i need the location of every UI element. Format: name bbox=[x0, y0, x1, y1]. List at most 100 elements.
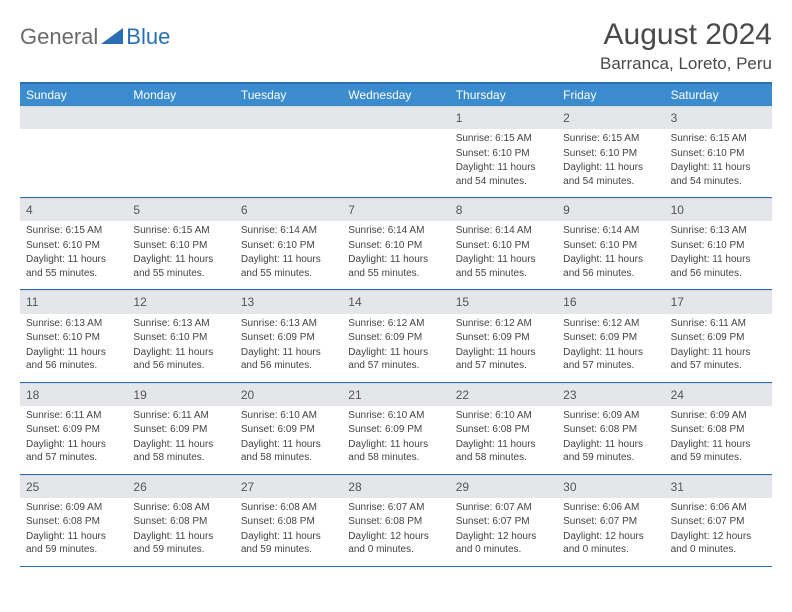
day-cell: 19Sunrise: 6:11 AMSunset: 6:09 PMDayligh… bbox=[127, 383, 234, 474]
daylight-line: Daylight: 11 hours and 54 minutes. bbox=[671, 161, 766, 188]
day-body: Sunrise: 6:15 AMSunset: 6:10 PMDaylight:… bbox=[665, 129, 772, 197]
daylight-line: Daylight: 11 hours and 59 minutes. bbox=[133, 530, 228, 557]
day-body: Sunrise: 6:09 AMSunset: 6:08 PMDaylight:… bbox=[20, 498, 127, 566]
sunset-line: Sunset: 6:10 PM bbox=[26, 239, 121, 253]
day-cell: 2Sunrise: 6:15 AMSunset: 6:10 PMDaylight… bbox=[557, 106, 664, 197]
sunrise-line: Sunrise: 6:14 AM bbox=[348, 224, 443, 238]
dow-cell: Tuesday bbox=[235, 84, 342, 106]
sunrise-line: Sunrise: 6:07 AM bbox=[348, 501, 443, 515]
day-number: 7 bbox=[342, 198, 449, 221]
daylight-line: Daylight: 11 hours and 55 minutes. bbox=[133, 253, 228, 280]
sunset-line: Sunset: 6:09 PM bbox=[133, 423, 228, 437]
dow-cell: Wednesday bbox=[342, 84, 449, 106]
sunset-line: Sunset: 6:10 PM bbox=[671, 239, 766, 253]
day-cell: 22Sunrise: 6:10 AMSunset: 6:08 PMDayligh… bbox=[450, 383, 557, 474]
day-cell: 5Sunrise: 6:15 AMSunset: 6:10 PMDaylight… bbox=[127, 198, 234, 289]
day-cell bbox=[20, 106, 127, 197]
day-cell: 17Sunrise: 6:11 AMSunset: 6:09 PMDayligh… bbox=[665, 290, 772, 381]
day-cell: 9Sunrise: 6:14 AMSunset: 6:10 PMDaylight… bbox=[557, 198, 664, 289]
sunrise-line: Sunrise: 6:12 AM bbox=[348, 317, 443, 331]
day-number: 5 bbox=[127, 198, 234, 221]
sunset-line: Sunset: 6:08 PM bbox=[133, 515, 228, 529]
day-body: Sunrise: 6:11 AMSunset: 6:09 PMDaylight:… bbox=[20, 406, 127, 474]
day-cell: 3Sunrise: 6:15 AMSunset: 6:10 PMDaylight… bbox=[665, 106, 772, 197]
daylight-line: Daylight: 11 hours and 57 minutes. bbox=[26, 438, 121, 465]
day-body: Sunrise: 6:13 AMSunset: 6:10 PMDaylight:… bbox=[20, 314, 127, 382]
day-body bbox=[20, 129, 127, 187]
sunset-line: Sunset: 6:10 PM bbox=[563, 239, 658, 253]
sunrise-line: Sunrise: 6:12 AM bbox=[456, 317, 551, 331]
day-cell bbox=[127, 106, 234, 197]
sunrise-line: Sunrise: 6:08 AM bbox=[241, 501, 336, 515]
sunrise-line: Sunrise: 6:13 AM bbox=[26, 317, 121, 331]
day-body: Sunrise: 6:14 AMSunset: 6:10 PMDaylight:… bbox=[557, 221, 664, 289]
sunset-line: Sunset: 6:10 PM bbox=[26, 331, 121, 345]
day-body bbox=[235, 129, 342, 187]
day-number: 4 bbox=[20, 198, 127, 221]
sunset-line: Sunset: 6:09 PM bbox=[241, 423, 336, 437]
day-number bbox=[235, 106, 342, 129]
day-cell: 10Sunrise: 6:13 AMSunset: 6:10 PMDayligh… bbox=[665, 198, 772, 289]
sunrise-line: Sunrise: 6:13 AM bbox=[241, 317, 336, 331]
day-cell: 30Sunrise: 6:06 AMSunset: 6:07 PMDayligh… bbox=[557, 475, 664, 566]
sunrise-line: Sunrise: 6:15 AM bbox=[563, 132, 658, 146]
day-body: Sunrise: 6:15 AMSunset: 6:10 PMDaylight:… bbox=[557, 129, 664, 197]
day-cell: 4Sunrise: 6:15 AMSunset: 6:10 PMDaylight… bbox=[20, 198, 127, 289]
day-body: Sunrise: 6:08 AMSunset: 6:08 PMDaylight:… bbox=[127, 498, 234, 566]
sunset-line: Sunset: 6:10 PM bbox=[456, 147, 551, 161]
day-number bbox=[127, 106, 234, 129]
calendar: SundayMondayTuesdayWednesdayThursdayFrid… bbox=[20, 82, 772, 567]
sunrise-line: Sunrise: 6:09 AM bbox=[26, 501, 121, 515]
daylight-line: Daylight: 11 hours and 59 minutes. bbox=[671, 438, 766, 465]
sunset-line: Sunset: 6:10 PM bbox=[241, 239, 336, 253]
day-number: 27 bbox=[235, 475, 342, 498]
day-cell: 25Sunrise: 6:09 AMSunset: 6:08 PMDayligh… bbox=[20, 475, 127, 566]
day-number: 13 bbox=[235, 290, 342, 313]
day-body: Sunrise: 6:14 AMSunset: 6:10 PMDaylight:… bbox=[450, 221, 557, 289]
daylight-line: Daylight: 11 hours and 54 minutes. bbox=[563, 161, 658, 188]
day-body: Sunrise: 6:08 AMSunset: 6:08 PMDaylight:… bbox=[235, 498, 342, 566]
day-body: Sunrise: 6:06 AMSunset: 6:07 PMDaylight:… bbox=[557, 498, 664, 566]
dow-cell: Saturday bbox=[665, 84, 772, 106]
day-cell: 13Sunrise: 6:13 AMSunset: 6:09 PMDayligh… bbox=[235, 290, 342, 381]
day-number: 21 bbox=[342, 383, 449, 406]
sunset-line: Sunset: 6:09 PM bbox=[26, 423, 121, 437]
day-body: Sunrise: 6:10 AMSunset: 6:08 PMDaylight:… bbox=[450, 406, 557, 474]
month-title: August 2024 bbox=[600, 18, 772, 52]
day-number: 10 bbox=[665, 198, 772, 221]
sunrise-line: Sunrise: 6:09 AM bbox=[671, 409, 766, 423]
sunrise-line: Sunrise: 6:10 AM bbox=[241, 409, 336, 423]
sunset-line: Sunset: 6:09 PM bbox=[671, 331, 766, 345]
sunrise-line: Sunrise: 6:11 AM bbox=[133, 409, 228, 423]
sunrise-line: Sunrise: 6:10 AM bbox=[348, 409, 443, 423]
day-cell: 21Sunrise: 6:10 AMSunset: 6:09 PMDayligh… bbox=[342, 383, 449, 474]
sunrise-line: Sunrise: 6:13 AM bbox=[671, 224, 766, 238]
day-cell: 1Sunrise: 6:15 AMSunset: 6:10 PMDaylight… bbox=[450, 106, 557, 197]
day-body: Sunrise: 6:12 AMSunset: 6:09 PMDaylight:… bbox=[557, 314, 664, 382]
sunrise-line: Sunrise: 6:11 AM bbox=[671, 317, 766, 331]
week-row: 18Sunrise: 6:11 AMSunset: 6:09 PMDayligh… bbox=[20, 383, 772, 475]
sunset-line: Sunset: 6:07 PM bbox=[671, 515, 766, 529]
daylight-line: Daylight: 11 hours and 59 minutes. bbox=[241, 530, 336, 557]
sunset-line: Sunset: 6:09 PM bbox=[456, 331, 551, 345]
day-cell: 18Sunrise: 6:11 AMSunset: 6:09 PMDayligh… bbox=[20, 383, 127, 474]
sunset-line: Sunset: 6:08 PM bbox=[26, 515, 121, 529]
day-cell: 15Sunrise: 6:12 AMSunset: 6:09 PMDayligh… bbox=[450, 290, 557, 381]
sunrise-line: Sunrise: 6:10 AM bbox=[456, 409, 551, 423]
day-number: 25 bbox=[20, 475, 127, 498]
day-cell: 29Sunrise: 6:07 AMSunset: 6:07 PMDayligh… bbox=[450, 475, 557, 566]
day-body: Sunrise: 6:13 AMSunset: 6:09 PMDaylight:… bbox=[235, 314, 342, 382]
day-number: 15 bbox=[450, 290, 557, 313]
dow-cell: Friday bbox=[557, 84, 664, 106]
sunrise-line: Sunrise: 6:06 AM bbox=[671, 501, 766, 515]
day-number: 9 bbox=[557, 198, 664, 221]
day-cell bbox=[235, 106, 342, 197]
sunset-line: Sunset: 6:08 PM bbox=[563, 423, 658, 437]
day-number: 28 bbox=[342, 475, 449, 498]
day-body: Sunrise: 6:13 AMSunset: 6:10 PMDaylight:… bbox=[127, 314, 234, 382]
daylight-line: Daylight: 11 hours and 55 minutes. bbox=[241, 253, 336, 280]
day-cell: 20Sunrise: 6:10 AMSunset: 6:09 PMDayligh… bbox=[235, 383, 342, 474]
logo-text-blue: Blue bbox=[126, 24, 170, 50]
day-number: 11 bbox=[20, 290, 127, 313]
day-body bbox=[342, 129, 449, 187]
